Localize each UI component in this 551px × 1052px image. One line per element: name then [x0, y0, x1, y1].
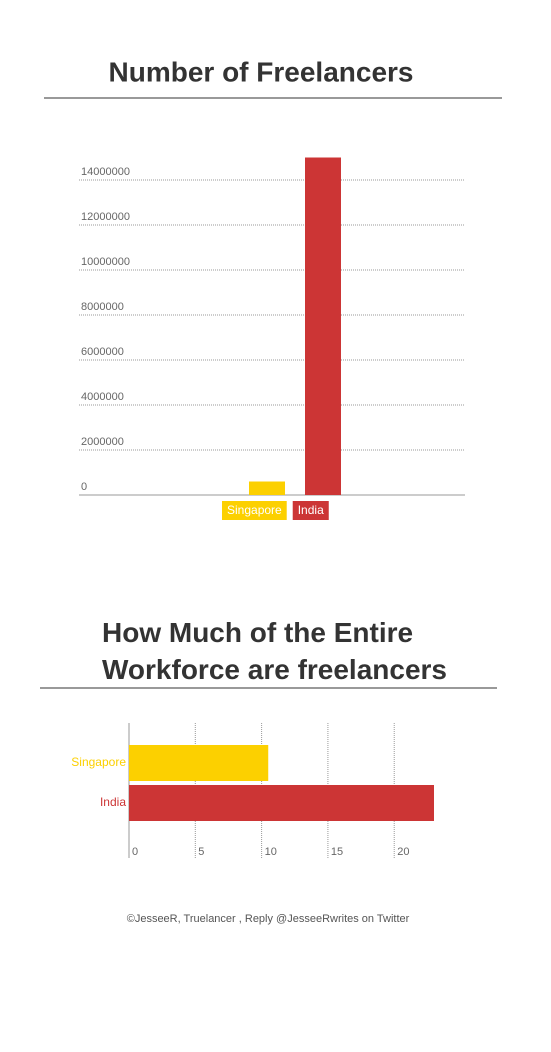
bar	[249, 481, 285, 495]
y-tick-label: 14000000	[81, 166, 130, 178]
legend-swatch	[292, 501, 329, 520]
y-tick-label: India	[100, 795, 126, 809]
bar	[129, 745, 269, 781]
x-tick-label: 0	[132, 846, 138, 858]
legend-label: India	[298, 503, 324, 517]
x-tick-label: 20	[397, 846, 409, 858]
chart-title: Number of Freelancers	[109, 56, 414, 87]
y-tick-label: 2000000	[81, 436, 124, 448]
y-tick-label: Singapore	[71, 755, 126, 769]
chart-title: How Much of the Entire Workforce are fre…	[102, 617, 447, 685]
x-tick-label: 10	[265, 846, 277, 858]
y-tick-label: 10000000	[81, 256, 130, 268]
legend-swatch	[222, 501, 287, 520]
x-tick-label: 15	[331, 846, 343, 858]
x-tick-label: 5	[198, 846, 204, 858]
y-tick-label: 8000000	[81, 301, 124, 313]
legend-label: Singapore	[227, 503, 282, 517]
footer: ©JesseeR, Truelancer , Reply @JesseeRwri…	[126, 913, 410, 925]
y-tick-label: 0	[81, 481, 87, 493]
bar	[129, 785, 434, 821]
y-tick-label: 12000000	[81, 211, 130, 223]
y-tick-label: 4000000	[81, 391, 124, 403]
bar	[305, 157, 341, 495]
y-tick-label: 6000000	[81, 346, 124, 358]
